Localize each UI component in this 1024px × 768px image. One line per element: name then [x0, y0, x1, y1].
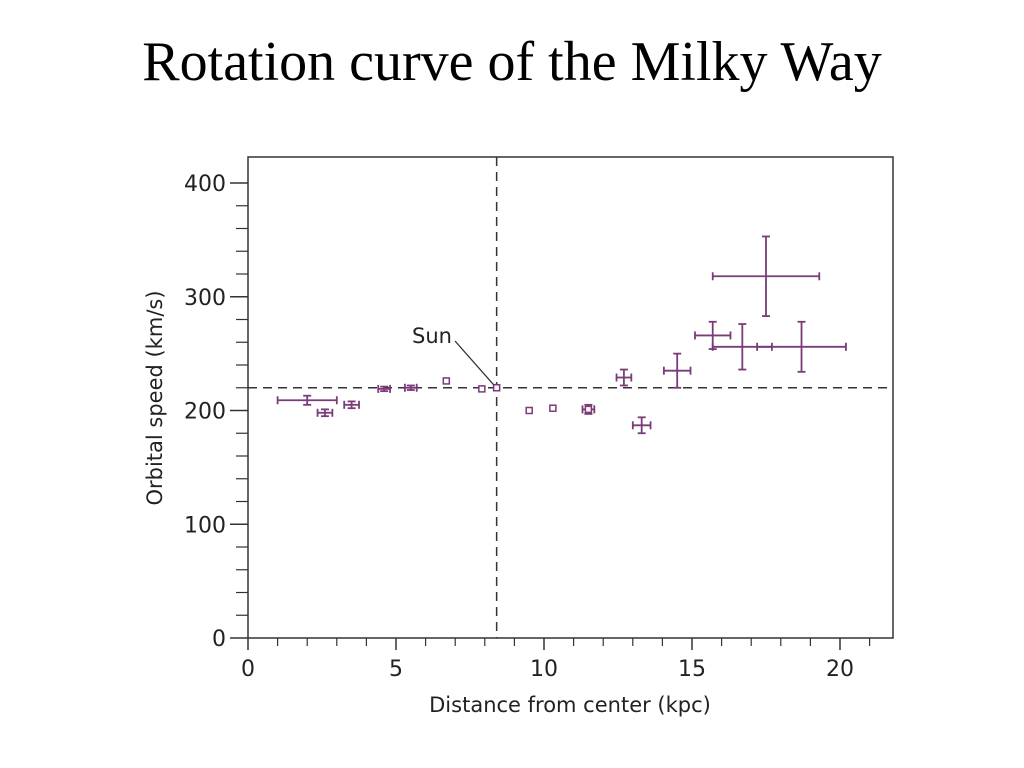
square-marker: [549, 404, 557, 412]
y-axis-label: Orbital speed (km/s): [143, 290, 167, 505]
data-point: [492, 384, 501, 392]
y-tick-label: 0: [212, 627, 226, 652]
annotation-label: Sun: [412, 324, 452, 348]
data-point: [316, 408, 334, 418]
x-axis-label: Distance from center (kpc): [429, 693, 711, 717]
data-point: [276, 394, 338, 406]
x-tick-label: 0: [241, 657, 255, 682]
data-point: [549, 404, 557, 412]
x-tick-label: 15: [678, 657, 706, 682]
data-point: [478, 385, 486, 393]
data-point: [377, 384, 391, 393]
x-axis: 0 5 10 15 20: [241, 638, 871, 682]
data-point: [442, 377, 451, 385]
data-point: [343, 400, 360, 410]
slide-title: Rotation curve of the Milky Way: [142, 31, 882, 93]
square-marker: [478, 385, 486, 393]
data-points: [276, 235, 847, 435]
data-point: [615, 368, 633, 387]
data-point: [756, 320, 847, 373]
x-tick-label: 10: [530, 657, 558, 682]
y-tick-label: 400: [184, 172, 226, 197]
data-point: [403, 383, 418, 392]
annotation-leader: [454, 340, 495, 386]
y-axis: 0 100 200 300 400: [184, 172, 248, 652]
x-tick-label: 5: [389, 657, 403, 682]
data-point: [631, 416, 652, 435]
plot-frame: [247, 156, 894, 639]
y-tick-label: 100: [184, 513, 226, 538]
data-point: [525, 406, 533, 415]
reference-lines: [248, 157, 893, 638]
data-point: [662, 352, 692, 389]
square-marker: [442, 377, 451, 385]
annotations: Sun: [412, 324, 495, 386]
y-tick-label: 300: [184, 286, 226, 311]
y-tick-label: 200: [184, 400, 226, 425]
data-point: [711, 235, 821, 317]
data-point: [581, 403, 596, 415]
square-marker: [584, 405, 593, 414]
square-marker: [492, 384, 501, 392]
square-marker: [525, 406, 533, 415]
x-tick-label: 20: [826, 657, 854, 682]
